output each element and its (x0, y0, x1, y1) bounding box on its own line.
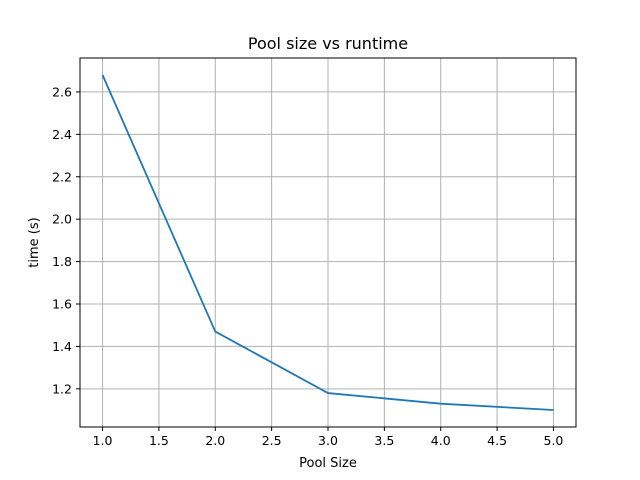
y-tick-label: 1.8 (52, 254, 72, 269)
x-tick-label: 3.0 (318, 433, 338, 448)
chart-title: Pool size vs runtime (248, 34, 408, 53)
x-tick-label: 1.5 (149, 433, 169, 448)
grid (80, 58, 576, 427)
x-tick-label: 4.5 (487, 433, 507, 448)
x-tick-label: 1.0 (93, 433, 113, 448)
x-tick-label: 4.0 (431, 433, 451, 448)
y-tick-label: 2.4 (52, 127, 72, 142)
y-tick-label: 1.2 (52, 381, 72, 396)
x-tick-label: 2.0 (205, 433, 225, 448)
x-axis-label: Pool Size (299, 456, 357, 471)
y-tick-label: 2.6 (52, 84, 72, 99)
y-tick-label: 2.0 (52, 212, 72, 227)
y-tick-label: 1.6 (52, 297, 72, 312)
y-axis-label: time (s) (27, 217, 42, 267)
y-tick-label: 1.4 (52, 339, 72, 354)
y-axis-ticks: 1.2 1.4 1.6 1.8 2.0 2.2 2.4 2.6 (52, 84, 80, 396)
x-tick-label: 2.5 (262, 433, 282, 448)
x-axis-ticks: 1.0 1.5 2.0 2.5 3.0 3.5 4.0 4.5 5.0 (93, 427, 564, 448)
x-tick-label: 5.0 (544, 433, 564, 448)
series-layer (101, 74, 554, 411)
x-tick-label: 3.5 (374, 433, 394, 448)
series-line (101, 74, 554, 411)
y-tick-label: 2.2 (52, 169, 72, 184)
